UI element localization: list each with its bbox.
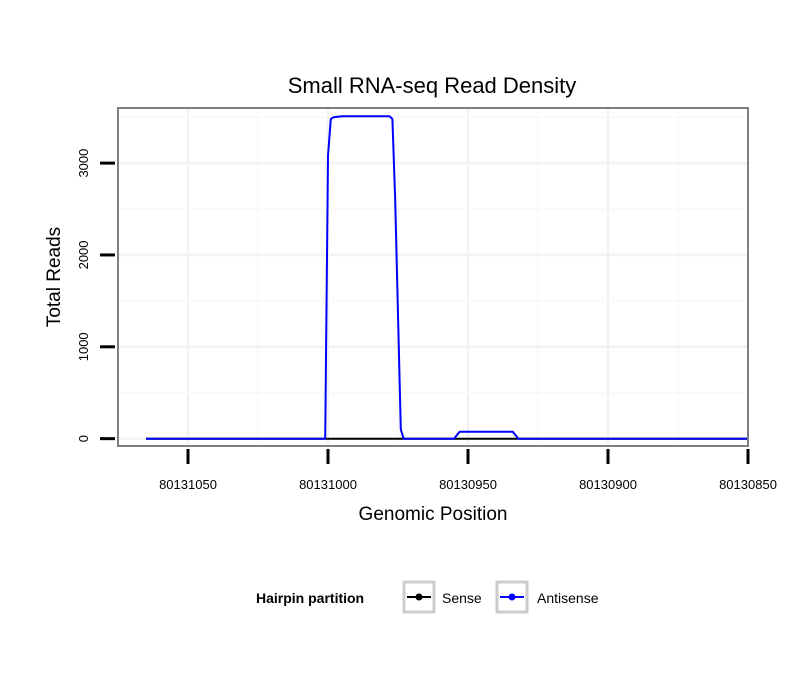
y-tick-label: 0: [76, 435, 91, 442]
y-axis: 0 1000 2000 3000: [76, 149, 115, 442]
x-axis: 80131050 80131000 80130950 80130900 80130850: [159, 449, 777, 492]
legend-entry-sense: Sense: [402, 580, 482, 614]
x-tick-label: 80130850: [719, 477, 777, 492]
legend-title: Hairpin partition: [256, 590, 364, 606]
legend-label-sense: Sense: [442, 590, 482, 606]
legend: Hairpin partition Sense Antisense: [256, 580, 599, 614]
plot-background: [118, 108, 748, 446]
x-tick-label: 80130950: [439, 477, 497, 492]
legend-dot-antisense: [508, 593, 516, 601]
legend-entry-antisense: Antisense: [495, 580, 599, 614]
y-tick-label: 2000: [76, 240, 91, 269]
legend-label-antisense: Antisense: [537, 590, 599, 606]
y-tick-label: 1000: [76, 332, 91, 361]
x-axis-title: Genomic Position: [359, 504, 508, 525]
x-tick-label: 80130900: [579, 477, 637, 492]
y-tick-label: 3000: [76, 149, 91, 178]
y-axis-title: Total Reads: [44, 227, 65, 327]
series-line-antisense: [146, 115, 748, 440]
series-layer: [146, 115, 748, 440]
legend-dot-sense: [415, 593, 423, 601]
chart-title: Small RNA-seq Read Density: [288, 73, 577, 98]
x-tick-label: 80131050: [159, 477, 217, 492]
plot-border: [117, 107, 749, 447]
legend-key-antisense: [495, 580, 529, 614]
x-tick-label: 80131000: [299, 477, 357, 492]
